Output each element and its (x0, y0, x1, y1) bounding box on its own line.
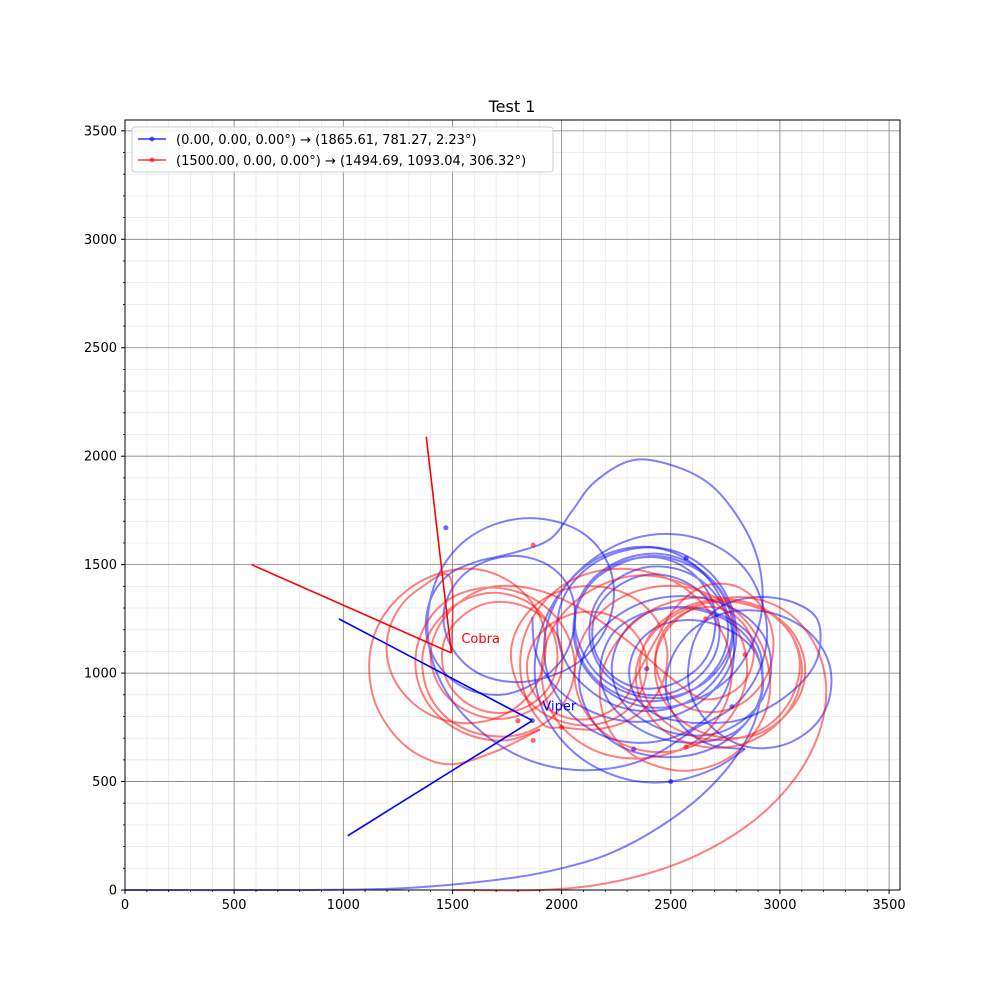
x-tick-label: 1500 (436, 898, 469, 913)
y-tick-label: 0 (109, 884, 117, 899)
vehicle-viper-ray (347, 719, 533, 837)
series-2-line-segment-4 (414, 584, 685, 742)
vehicle-cobra: Cobra (251, 436, 500, 654)
vehicle-cobra-ray (425, 436, 453, 654)
vehicle-cobra-label: Cobra (461, 632, 500, 647)
x-axis: 0 500 1000 1500 2000 2500 3000 3500 (121, 890, 906, 913)
x-tick-label: 2500 (654, 898, 687, 913)
y-tick-label: 3000 (84, 233, 117, 248)
vehicle-viper-ray (338, 618, 533, 722)
series-2-trajectory (368, 542, 828, 892)
y-tick-label: 500 (92, 775, 117, 790)
x-tick-label: 0 (121, 898, 129, 913)
series-2-marker (530, 737, 536, 743)
y-tick-label: 1000 (84, 667, 117, 682)
vehicle-viper-label: Viper (542, 700, 576, 715)
series-1-marker (683, 555, 689, 561)
series-2-line-segment-2 (519, 567, 772, 772)
series-1-marker (668, 779, 674, 785)
series-2-marker (703, 616, 709, 622)
x-tick-label: 500 (222, 898, 247, 913)
vehicle-viper: Viper (338, 618, 577, 837)
chart-title: Test 1 (488, 97, 536, 116)
legend-label-series-2: (1500.00, 0.00, 0.00°) → (1494.69, 1093.… (176, 154, 526, 169)
y-tick-label: 2500 (84, 341, 117, 356)
series-2-line-segment-1 (452, 595, 828, 892)
series-1-line-segment-2 (664, 595, 833, 750)
plot-frame (124, 119, 901, 891)
y-tick-label: 1500 (84, 558, 117, 573)
legend: (0.00, 0.00, 0.00°) → (1865.61, 781.27, … (131, 126, 554, 173)
series-2-marker (530, 542, 536, 548)
series-1-line-segment-5 (480, 458, 764, 723)
series-layer (124, 458, 833, 892)
legend-box (131, 126, 554, 173)
series-2-line-segment-3 (509, 582, 775, 731)
x-tick-label: 3500 (873, 898, 906, 913)
x-tick-label: 2000 (545, 898, 578, 913)
legend-marker-series-1 (149, 136, 155, 142)
series-2-marker (742, 652, 748, 658)
x-tick-label: 1000 (327, 898, 360, 913)
legend-marker-series-2 (149, 157, 155, 163)
series-2-marker (683, 744, 689, 750)
series-1-marker (443, 525, 449, 531)
x-tick-label: 3000 (763, 898, 796, 913)
series-2-marker (559, 724, 565, 730)
vehicle-layer: Viper Cobra (251, 436, 577, 837)
minor-grid (125, 120, 900, 890)
series-2-marker (515, 718, 521, 724)
legend-label-series-1: (0.00, 0.00, 0.00°) → (1865.61, 781.27, … (176, 133, 477, 148)
y-tick-label: 2000 (84, 450, 117, 465)
series-2-line-segment-5 (368, 567, 547, 766)
y-tick-label: 3500 (84, 124, 117, 139)
y-axis: 0 500 1000 1500 2000 2500 3000 3500 (84, 124, 125, 899)
vehicle-cobra-ray (251, 563, 452, 654)
